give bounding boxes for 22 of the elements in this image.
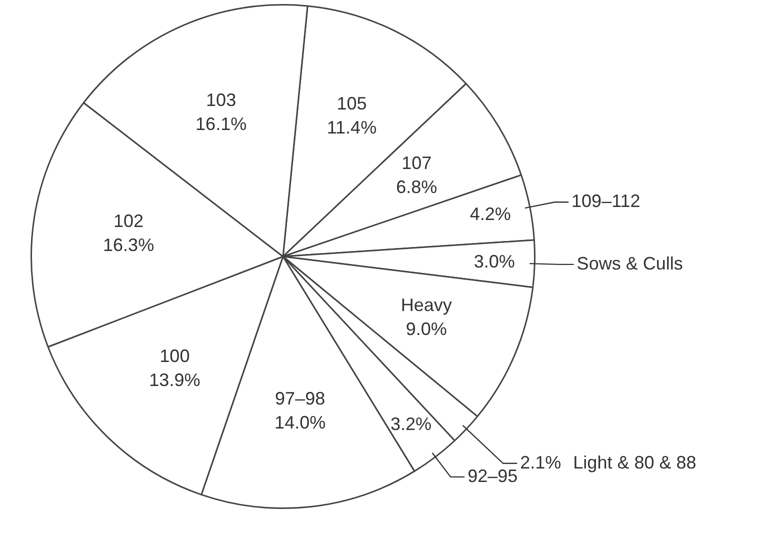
slice-label: 105: [336, 93, 367, 114]
slice-label: 107: [402, 152, 432, 173]
slice-label: 102: [114, 210, 144, 231]
slice-label: 92–95: [468, 466, 518, 486]
slice-label: 109–112: [572, 191, 640, 212]
slice-label: Sows & Culls: [576, 253, 683, 274]
data-label: 16.1%: [196, 114, 247, 134]
data-label: 2.1%: [520, 452, 562, 472]
slice-label: Heavy: [400, 295, 452, 316]
data-label: 3.0%: [474, 252, 515, 272]
slice-label: 103: [206, 90, 236, 110]
data-label: 3.2%: [390, 414, 432, 434]
data-label: 9.0%: [406, 319, 447, 340]
slice-label: 97–98: [275, 388, 326, 409]
slice-label: 100: [160, 346, 190, 366]
data-label: 11.4%: [326, 117, 377, 138]
data-label: 6.8%: [396, 176, 438, 197]
data-label: 13.9%: [149, 370, 200, 390]
data-label: 16.3%: [103, 234, 154, 255]
slice-label: Light & 80 & 88: [573, 452, 696, 472]
data-label: 14.0%: [274, 412, 326, 433]
data-label: 4.2%: [470, 204, 511, 224]
